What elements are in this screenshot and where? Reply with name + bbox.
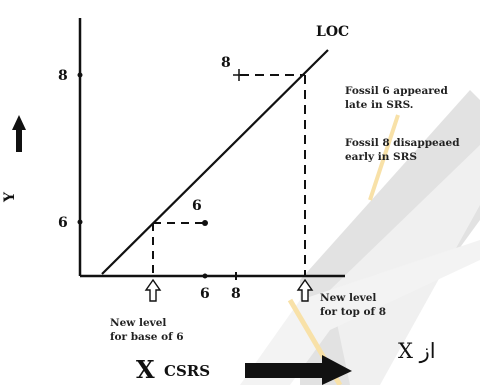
x-axis-label-big: X [136,355,155,384]
caption-top8-line2: for top of 8 [320,306,386,318]
y-tick-6-label: 6 [58,215,68,231]
y-tick-6-mark [77,219,83,225]
fossil-8-label: 8 [221,55,231,71]
watermark-band [240,240,480,385]
fossil-6-label: 6 [192,198,202,214]
x-axis-right-arrow-icon [245,355,352,385]
x-axis-label-small: CSRS [164,362,210,380]
watermark-orange-stroke-2 [368,114,400,201]
caption-top8-line1: New level [320,292,376,304]
top-8-up-arrow-icon [296,278,314,302]
fossil-6-point [202,220,208,226]
y-tick-8-label: 8 [58,68,68,84]
x-tick-8-label: 8 [231,286,241,302]
watermark-logo [240,90,480,385]
loc-line [101,49,329,275]
x-tick-6-mark [202,273,208,279]
y-axis-up-arrow-icon [12,115,26,152]
loc-label: LOC [316,24,349,40]
caption-base6-line2: for base of 6 [110,331,184,343]
base-6-up-arrow-icon [144,278,162,302]
y-tick-8-mark [77,72,83,78]
annotation-fossil6-line1: Fossil 6 appeared [345,85,448,97]
x-tick-6-label: 6 [200,286,210,302]
annotation-fossil8-line1: Fossil 8 disappeaed [345,137,460,149]
corner-text: X از [398,339,436,364]
annotation-fossil6-line2: late in SRS. [345,99,413,111]
caption-base6-line1: New level [110,317,166,329]
y-axis-label: Y [2,191,18,203]
annotation-fossil8-line2: early in SRS [345,151,417,163]
